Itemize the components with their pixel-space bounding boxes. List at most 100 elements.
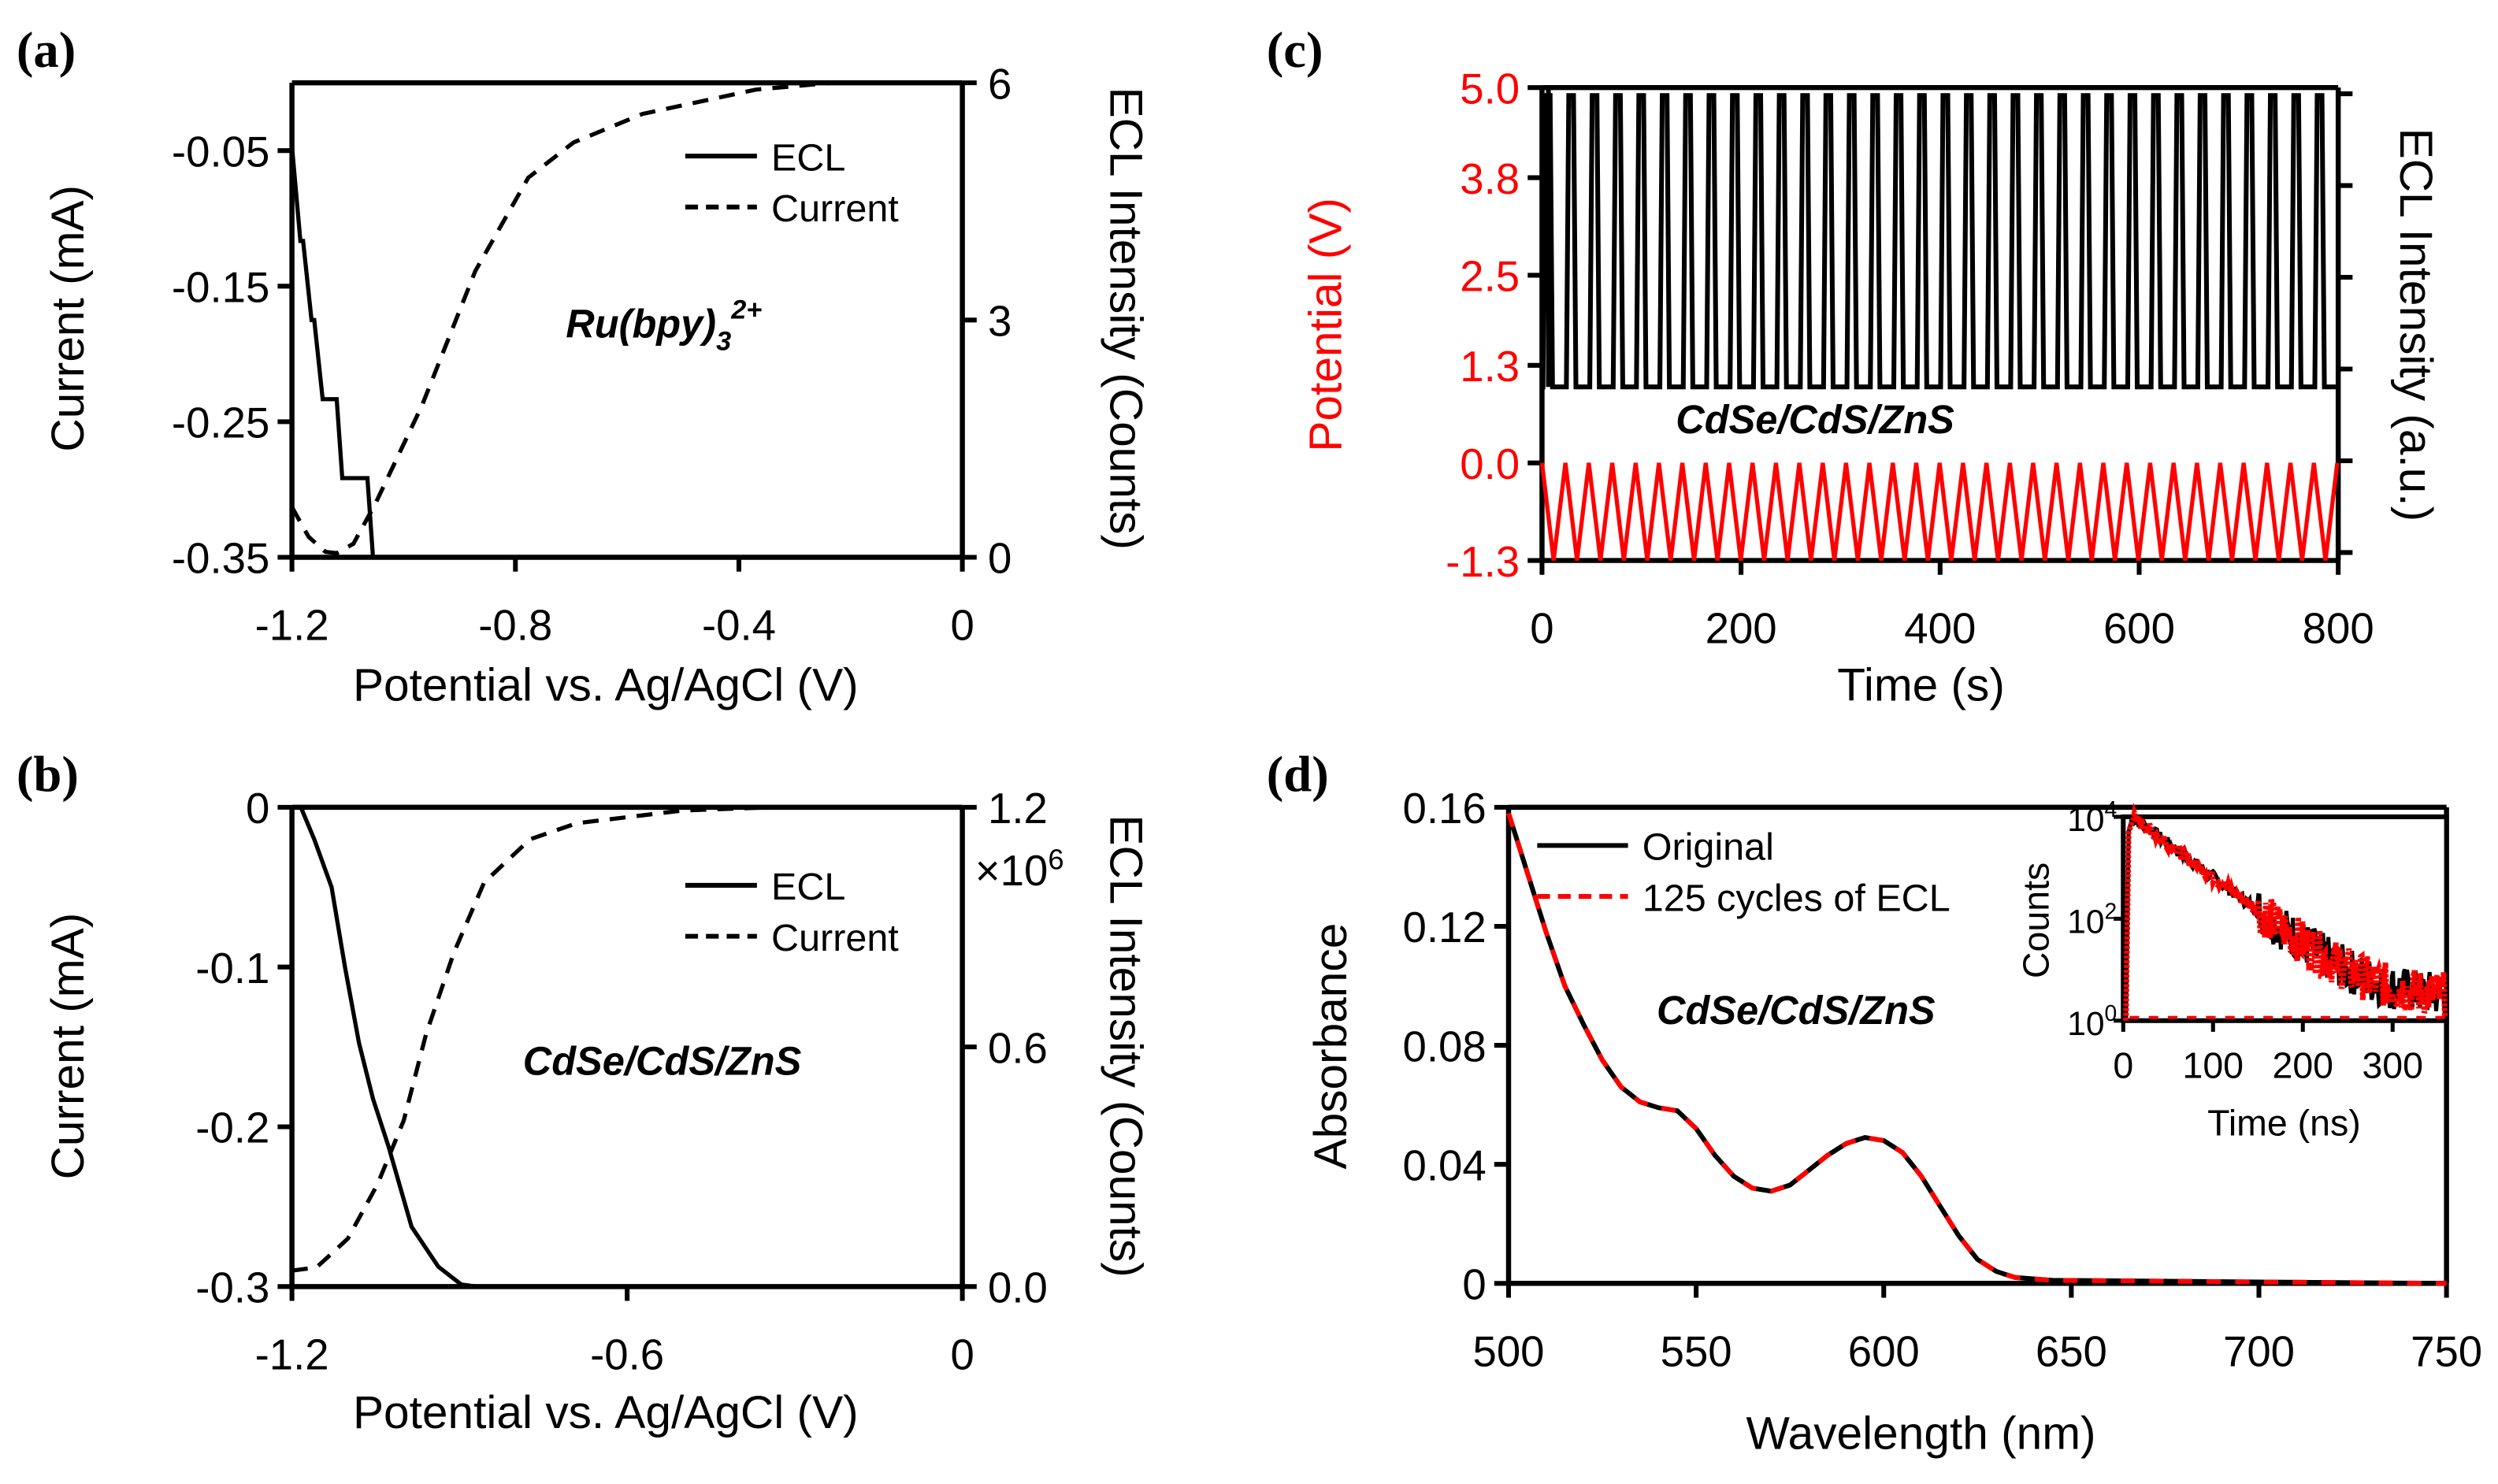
x-tick-label: 0 [950, 602, 974, 650]
series-ecl-line [289, 146, 376, 558]
y-left-tick-label: -0.15 [172, 263, 269, 311]
tick-base: 10 [2067, 1005, 2104, 1042]
panel-c: (c) 0 200 400 600 800 5.0 3.8 2.5 1.3 0.0 -1.3 Time … [1267, 21, 2441, 711]
y-left-tick-label: 2.5 [1460, 253, 1520, 301]
y-left-tick-label: -1.3 [1446, 538, 1520, 586]
x-tick-label: 650 [2036, 1327, 2107, 1375]
right-axis-multiplier: ×106 [975, 844, 1064, 895]
multiplier-base: ×10 [975, 847, 1049, 895]
y-axis-right-label: ECL Intensity (Counts) [1101, 814, 1152, 1277]
x-tick-label: 400 [1904, 605, 1976, 653]
y-left-tick-label: 0.0 [1460, 440, 1520, 488]
sample-annotation: Ru(bpy)32+ [566, 295, 762, 356]
legend-label: ECL [771, 136, 845, 179]
legend-label: 125 cycles of ECL [1642, 877, 1951, 919]
y-right-tick-label: 0 [988, 535, 1011, 583]
x-tick-label: 0 [950, 1330, 974, 1378]
y-left-tick-label: 0.04 [1402, 1141, 1486, 1189]
y-left-tick-label: -0.1 [195, 944, 269, 992]
y-left-tick-label: -0.25 [172, 399, 269, 447]
y-axis-right-label: ECL Intensity (Counts) [1101, 87, 1152, 550]
sample-annotation: CdSe/CdS/ZnS [1676, 397, 1954, 442]
y-left-tick-label: 3.8 [1460, 155, 1520, 203]
y-left-tick-label: 0.16 [1402, 785, 1486, 833]
y-axis-right-label: ECL Intensity (a.u.) [2390, 128, 2441, 521]
y-right-tick-label: 3 [988, 298, 1011, 346]
tick-base: 10 [2067, 903, 2104, 940]
y-left-tick-label: 5.0 [1460, 65, 1520, 113]
inset-y-tick-label: 100 [2067, 1000, 2117, 1042]
x-axis-label: Potential vs. Ag/AgCl (V) [353, 1387, 859, 1438]
x-tick-label: 550 [1661, 1327, 1732, 1375]
x-tick-label: 800 [2303, 605, 2374, 653]
series-125-cycles-of-ecl-line [1506, 812, 2447, 1286]
y-right-tick-label: 6 [988, 60, 1011, 108]
x-axis-label: Wavelength (nm) [1746, 1408, 2096, 1460]
inset-y-tick-label: 102 [2067, 898, 2117, 940]
y-right-tick-label: 0.6 [988, 1024, 1048, 1072]
tick-base: 10 [2067, 801, 2104, 838]
x-tick-label: -1.2 [255, 1330, 329, 1378]
x-tick-label: -1.2 [255, 602, 329, 650]
y-left-tick-label: 0.12 [1402, 903, 1486, 952]
inset-x-tick-label: 300 [2362, 1045, 2423, 1086]
x-tick-label: -0.8 [478, 602, 552, 650]
x-tick-label: 600 [1848, 1327, 1920, 1375]
tick-exponent: 4 [2104, 796, 2117, 822]
y-left-tick-label: 0.08 [1402, 1022, 1486, 1070]
y-axis-left-label: Potential (V) [1301, 198, 1352, 452]
panel-label: (b) [17, 746, 79, 803]
annotation-main: Ru(bpy) [566, 302, 716, 347]
y-left-tick-label: -0.05 [172, 128, 269, 176]
x-tick-label: 700 [2223, 1327, 2295, 1375]
x-tick-label: -0.6 [590, 1330, 664, 1378]
panel-label: (a) [17, 21, 76, 79]
series-current-line [290, 80, 832, 555]
legend-label: ECL [771, 866, 845, 908]
y-left-tick-label: -0.2 [195, 1104, 269, 1152]
tick-exponent: 2 [2104, 898, 2117, 923]
annotation-superscript: 2+ [730, 295, 762, 325]
x-axis-label: Potential vs. Ag/AgCl (V) [353, 659, 859, 710]
series-ecl-line [1540, 93, 2339, 390]
annotation-main: CdSe/CdS/ZnS [1676, 397, 1954, 442]
y-left-tick-label: -0.3 [195, 1264, 269, 1312]
y-axis-left-label: Current (mA) [43, 913, 94, 1180]
y-left-tick-label: -0.35 [172, 535, 269, 583]
series-current-line [291, 805, 773, 1273]
y-right-tick-label: 1.2 [988, 785, 1048, 833]
y-axis-left-label: Current (mA) [43, 185, 94, 452]
annotation-subscript: 3 [716, 327, 731, 357]
inset-y-tick-label: 104 [2067, 796, 2117, 838]
x-tick-label: 500 [1472, 1327, 1544, 1375]
inset-x-tick-label: 0 [2113, 1045, 2133, 1086]
inset-series-after-ecl [2123, 802, 2448, 1021]
y-left-tick-label: 0 [246, 785, 269, 833]
y-left-tick-label: 1.3 [1460, 343, 1520, 391]
legend-label: Current [771, 917, 899, 959]
annotation-main: CdSe/CdS/ZnS [1657, 988, 1936, 1033]
series-ecl-line [299, 806, 477, 1289]
multiplier-exponent: 6 [1048, 844, 1063, 876]
inset-x-tick-label: 100 [2182, 1045, 2244, 1086]
panel-label: (d) [1267, 746, 1329, 803]
inset-x-tick-label: 200 [2272, 1045, 2333, 1086]
legend-label: Current [771, 187, 899, 230]
panel-b: (b) -1.2 -0.6 0 0 -0.1 -0.2 -0.3 1.2 0.6 0.0 Potent… [17, 746, 1152, 1439]
x-tick-label: 600 [2103, 605, 2175, 653]
x-tick-label: -0.4 [702, 602, 776, 650]
panel-label: (c) [1267, 21, 1323, 79]
inset-x-axis-label: Time (ns) [2207, 1102, 2361, 1143]
y-left-tick-label: 0 [1462, 1261, 1486, 1309]
x-tick-label: 0 [1530, 605, 1553, 653]
y-right-tick-label: 0.0 [988, 1264, 1048, 1312]
x-tick-label: 200 [1706, 605, 1777, 653]
panel-a: (a) -1.2 -0.8 -0.4 0 -0.05 -0.15 -0.25 -0.35 0 3 6 P… [17, 21, 1152, 711]
sample-annotation: CdSe/CdS/ZnS [1657, 988, 1936, 1033]
tick-exponent: 0 [2104, 1000, 2117, 1026]
series-potential-line [1539, 462, 2340, 561]
x-tick-label: 750 [2411, 1327, 2482, 1375]
legend-label: Original [1642, 826, 1774, 869]
